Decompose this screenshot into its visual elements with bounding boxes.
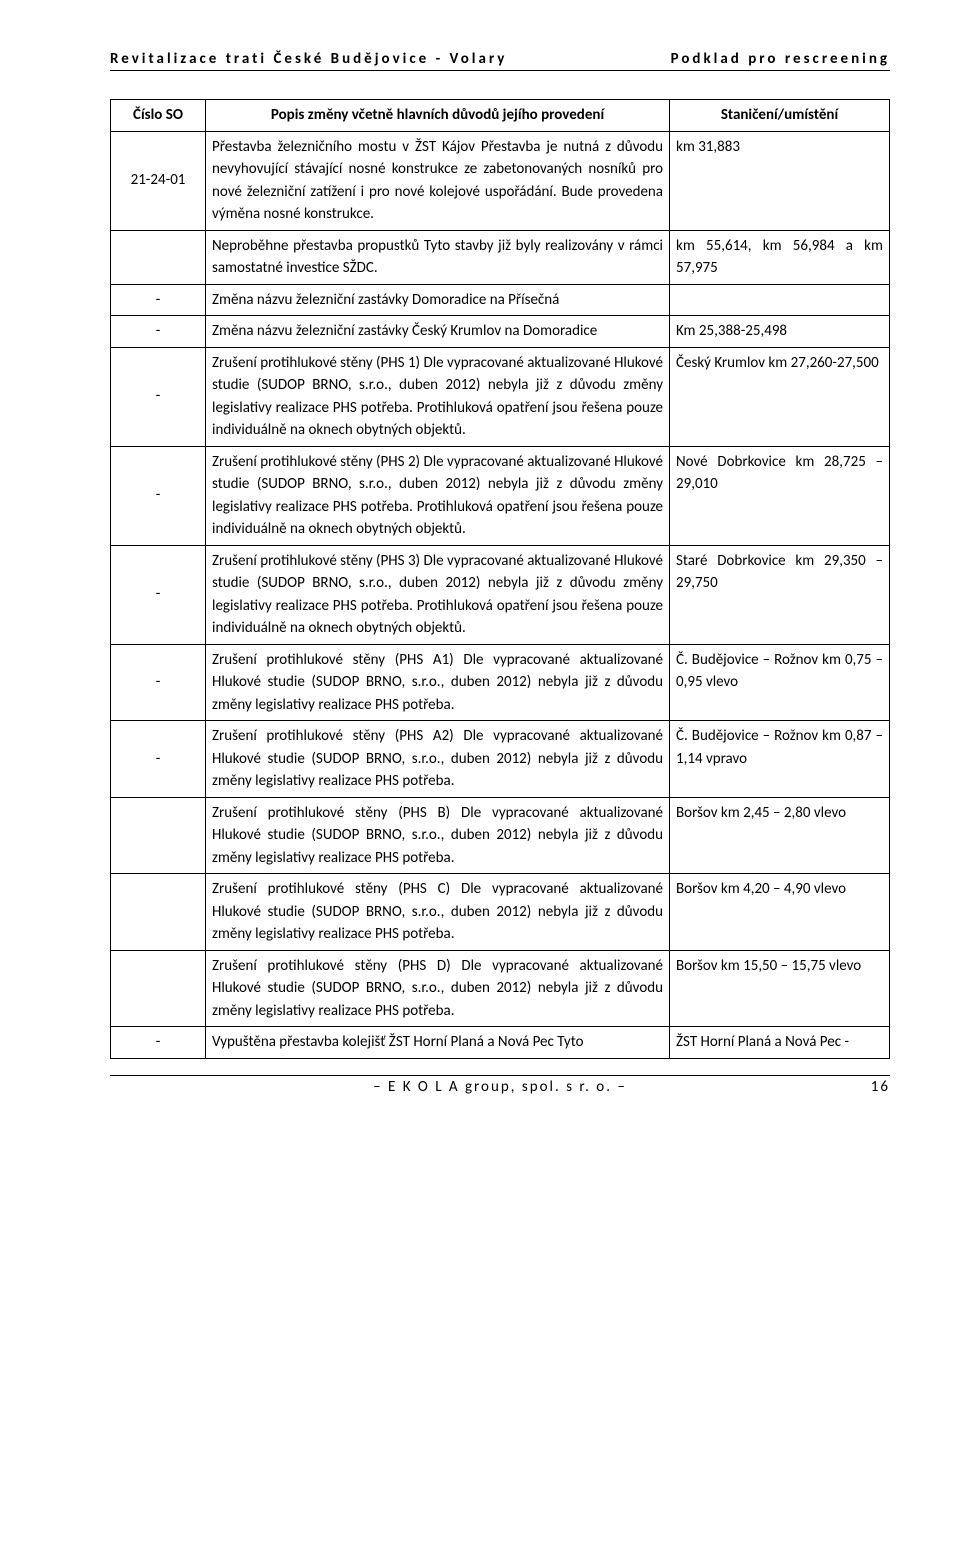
- cell-col2: Zrušení protihlukové stěny (PHS A2) Dle …: [206, 721, 670, 798]
- th-col3: Staničení/umístění: [670, 100, 890, 132]
- cell-col1: -: [111, 347, 206, 446]
- table-row: 21-24-01Přestavba železničního mostu v Ž…: [111, 131, 890, 230]
- th-col2: Popis změny včetně hlavních důvodů jejíh…: [206, 100, 670, 132]
- cell-col2: Zrušení protihlukové stěny (PHS 1) Dle v…: [206, 347, 670, 446]
- cell-col3: ŽST Horní Planá a Nová Pec -: [670, 1027, 890, 1059]
- cell-col2: Vypuštěna přestavba kolejišť ŽST Horní P…: [206, 1027, 670, 1059]
- cell-col1: -: [111, 316, 206, 348]
- cell-col2: Zrušení protihlukové stěny (PHS C) Dle v…: [206, 874, 670, 951]
- cell-col1: [111, 797, 206, 874]
- cell-col3: Český Krumlov km 27,260-27,500: [670, 347, 890, 446]
- table-row: -Zrušení protihlukové stěny (PHS 3) Dle …: [111, 545, 890, 644]
- cell-col1: -: [111, 446, 206, 545]
- cell-col2: Zrušení protihlukové stěny (PHS A1) Dle …: [206, 644, 670, 721]
- footer-center: – E K O L A group, spol. s r. o. –: [150, 1078, 850, 1096]
- cell-col3: km 55,614, km 56,984 a km 57,975: [670, 230, 890, 284]
- cell-col3: Nové Dobrkovice km 28,725 – 29,010: [670, 446, 890, 545]
- cell-col3: km 31,883: [670, 131, 890, 230]
- cell-col2: Zrušení protihlukové stěny (PHS B) Dle v…: [206, 797, 670, 874]
- cell-col2: Zrušení protihlukové stěny (PHS 2) Dle v…: [206, 446, 670, 545]
- header-bar: Revitalizace trati České Budějovice - Vo…: [110, 50, 890, 71]
- cell-col2: Změna názvu železniční zastávky Český Kr…: [206, 316, 670, 348]
- cell-col1: -: [111, 1027, 206, 1059]
- cell-col1: -: [111, 644, 206, 721]
- table-row: -Změna názvu železniční zastávky Český K…: [111, 316, 890, 348]
- header-left: Revitalizace trati České Budějovice - Vo…: [110, 50, 507, 68]
- table-row: -Zrušení protihlukové stěny (PHS 2) Dle …: [111, 446, 890, 545]
- cell-col1: [111, 950, 206, 1027]
- footer-bar: – E K O L A group, spol. s r. o. – 16: [110, 1075, 890, 1096]
- cell-col3: Boršov km 15,50 – 15,75 vlevo: [670, 950, 890, 1027]
- table-row: -Zrušení protihlukové stěny (PHS A2) Dle…: [111, 721, 890, 798]
- cell-col2: Změna názvu železniční zastávky Domoradi…: [206, 284, 670, 316]
- cell-col3: [670, 284, 890, 316]
- cell-col3: Staré Dobrkovice km 29,350 – 29,750: [670, 545, 890, 644]
- main-table: Číslo SO Popis změny včetně hlavních dův…: [110, 99, 890, 1059]
- table-header-row: Číslo SO Popis změny včetně hlavních dův…: [111, 100, 890, 132]
- cell-col3: Č. Budějovice – Rožnov km 0,87 – 1,14 vp…: [670, 721, 890, 798]
- cell-col2: Neproběhne přestavba propustků Tyto stav…: [206, 230, 670, 284]
- table-row: -Zrušení protihlukové stěny (PHS A1) Dle…: [111, 644, 890, 721]
- cell-col1: -: [111, 721, 206, 798]
- cell-col1: 21-24-01: [111, 131, 206, 230]
- table-row: Neproběhne přestavba propustků Tyto stav…: [111, 230, 890, 284]
- cell-col1: -: [111, 284, 206, 316]
- cell-col2: Zrušení protihlukové stěny (PHS 3) Dle v…: [206, 545, 670, 644]
- cell-col1: -: [111, 545, 206, 644]
- table-row: Zrušení protihlukové stěny (PHS C) Dle v…: [111, 874, 890, 951]
- th-col1: Číslo SO: [111, 100, 206, 132]
- table-row: -Zrušení protihlukové stěny (PHS 1) Dle …: [111, 347, 890, 446]
- table-row: -Vypuštěna přestavba kolejišť ŽST Horní …: [111, 1027, 890, 1059]
- cell-col3: Km 25,388-25,498: [670, 316, 890, 348]
- table-row: Zrušení protihlukové stěny (PHS D) Dle v…: [111, 950, 890, 1027]
- table-row: Zrušení protihlukové stěny (PHS B) Dle v…: [111, 797, 890, 874]
- header-right: Podklad pro rescreening: [671, 50, 890, 68]
- cell-col2: Přestavba železničního mostu v ŽST Kájov…: [206, 131, 670, 230]
- cell-col1: [111, 874, 206, 951]
- table-row: -Změna názvu železniční zastávky Domorad…: [111, 284, 890, 316]
- cell-col2: Zrušení protihlukové stěny (PHS D) Dle v…: [206, 950, 670, 1027]
- cell-col3: Boršov km 2,45 – 2,80 vlevo: [670, 797, 890, 874]
- cell-col3: Č. Budějovice – Rožnov km 0,75 – 0,95 vl…: [670, 644, 890, 721]
- cell-col1: [111, 230, 206, 284]
- cell-col3: Boršov km 4,20 – 4,90 vlevo: [670, 874, 890, 951]
- footer-page: 16: [850, 1078, 890, 1096]
